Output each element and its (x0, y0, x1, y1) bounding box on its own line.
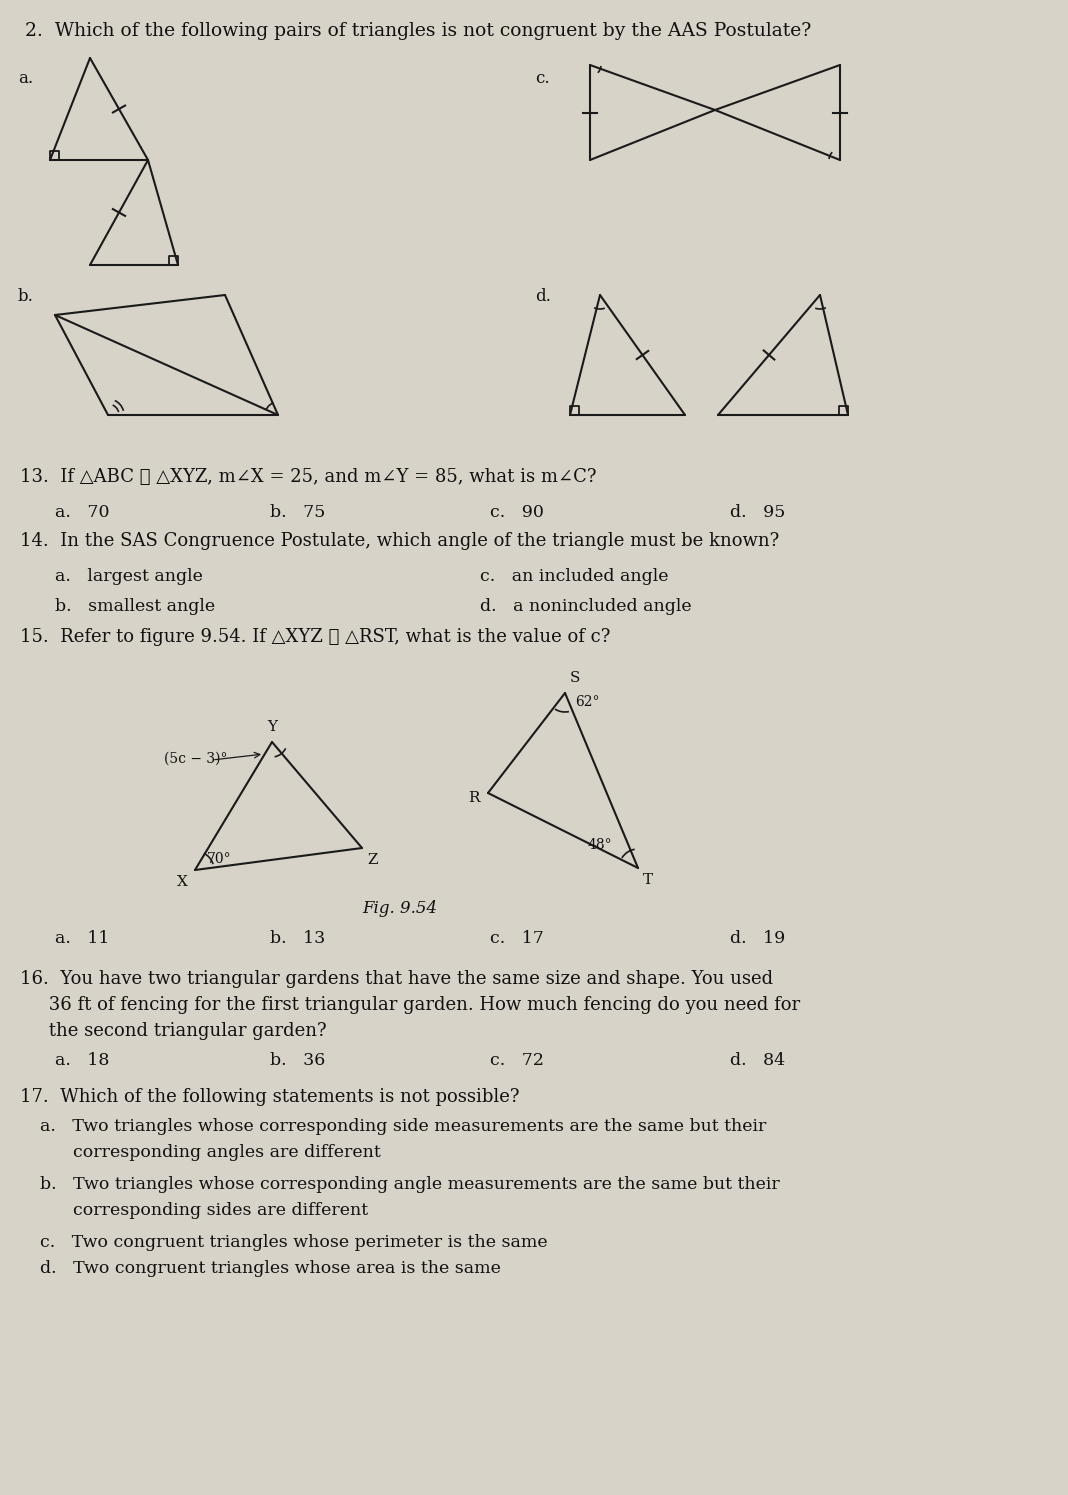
Text: 13.  If △ABC ≅ △XYZ, m∠X = 25, and m∠Y = 85, what is m∠C?: 13. If △ABC ≅ △XYZ, m∠X = 25, and m∠Y = … (20, 468, 597, 486)
Text: c.   90: c. 90 (490, 504, 544, 520)
Text: 70°: 70° (207, 852, 232, 866)
Text: d.   19: d. 19 (731, 930, 785, 946)
Text: b.   75: b. 75 (270, 504, 326, 520)
Text: b.   Two triangles whose corresponding angle measurements are the same but their: b. Two triangles whose corresponding ang… (40, 1177, 780, 1193)
Text: c.: c. (535, 70, 550, 87)
Text: a.   largest angle: a. largest angle (54, 568, 203, 585)
Text: b.   13: b. 13 (270, 930, 326, 946)
Text: Z: Z (367, 854, 377, 867)
Text: d.   95: d. 95 (731, 504, 785, 520)
Text: a.   18: a. 18 (54, 1052, 109, 1069)
Text: d.   Two congruent triangles whose area is the same: d. Two congruent triangles whose area is… (40, 1260, 501, 1277)
Text: R: R (468, 791, 480, 804)
Text: 16.  You have two triangular gardens that have the same size and shape. You used: 16. You have two triangular gardens that… (20, 970, 773, 988)
Text: c.   an included angle: c. an included angle (480, 568, 669, 585)
Text: d.   a nonincluded angle: d. a nonincluded angle (480, 598, 692, 614)
Text: c.   Two congruent triangles whose perimeter is the same: c. Two congruent triangles whose perimet… (40, 1233, 548, 1251)
Text: 36 ft of fencing for the first triangular garden. How much fencing do you need f: 36 ft of fencing for the first triangula… (20, 996, 800, 1014)
Text: a.   11: a. 11 (54, 930, 109, 946)
Text: a.: a. (18, 70, 33, 87)
Text: corresponding sides are different: corresponding sides are different (40, 1202, 368, 1218)
Text: c.   17: c. 17 (490, 930, 544, 946)
Text: X: X (177, 875, 188, 890)
Text: Y: Y (267, 721, 277, 734)
Text: b.   36: b. 36 (270, 1052, 326, 1069)
Text: 2.  Which of the following pairs of triangles is not congruent by the AAS Postul: 2. Which of the following pairs of trian… (25, 22, 812, 40)
Text: b.: b. (18, 289, 34, 305)
Text: (5c − 3)°: (5c − 3)° (164, 752, 227, 765)
Text: d.: d. (535, 289, 551, 305)
Text: corresponding angles are different: corresponding angles are different (40, 1144, 381, 1162)
Text: b.   smallest angle: b. smallest angle (54, 598, 215, 614)
Text: 48°: 48° (588, 839, 613, 852)
Text: a.   70: a. 70 (54, 504, 110, 520)
Text: 17.  Which of the following statements is not possible?: 17. Which of the following statements is… (20, 1088, 519, 1106)
Text: 15.  Refer to figure 9.54. If △XYZ ≅ △RST, what is the value of c?: 15. Refer to figure 9.54. If △XYZ ≅ △RST… (20, 628, 611, 646)
Text: S: S (570, 671, 580, 685)
Text: 62°: 62° (575, 695, 599, 709)
Text: 14.  In the SAS Congruence Postulate, which angle of the triangle must be known?: 14. In the SAS Congruence Postulate, whi… (20, 532, 780, 550)
Text: the second triangular garden?: the second triangular garden? (20, 1023, 327, 1041)
Text: T: T (643, 873, 654, 887)
Text: d.   84: d. 84 (731, 1052, 785, 1069)
Text: c.   72: c. 72 (490, 1052, 544, 1069)
Text: Fig. 9.54: Fig. 9.54 (362, 900, 438, 916)
Text: a.   Two triangles whose corresponding side measurements are the same but their: a. Two triangles whose corresponding sid… (40, 1118, 767, 1135)
